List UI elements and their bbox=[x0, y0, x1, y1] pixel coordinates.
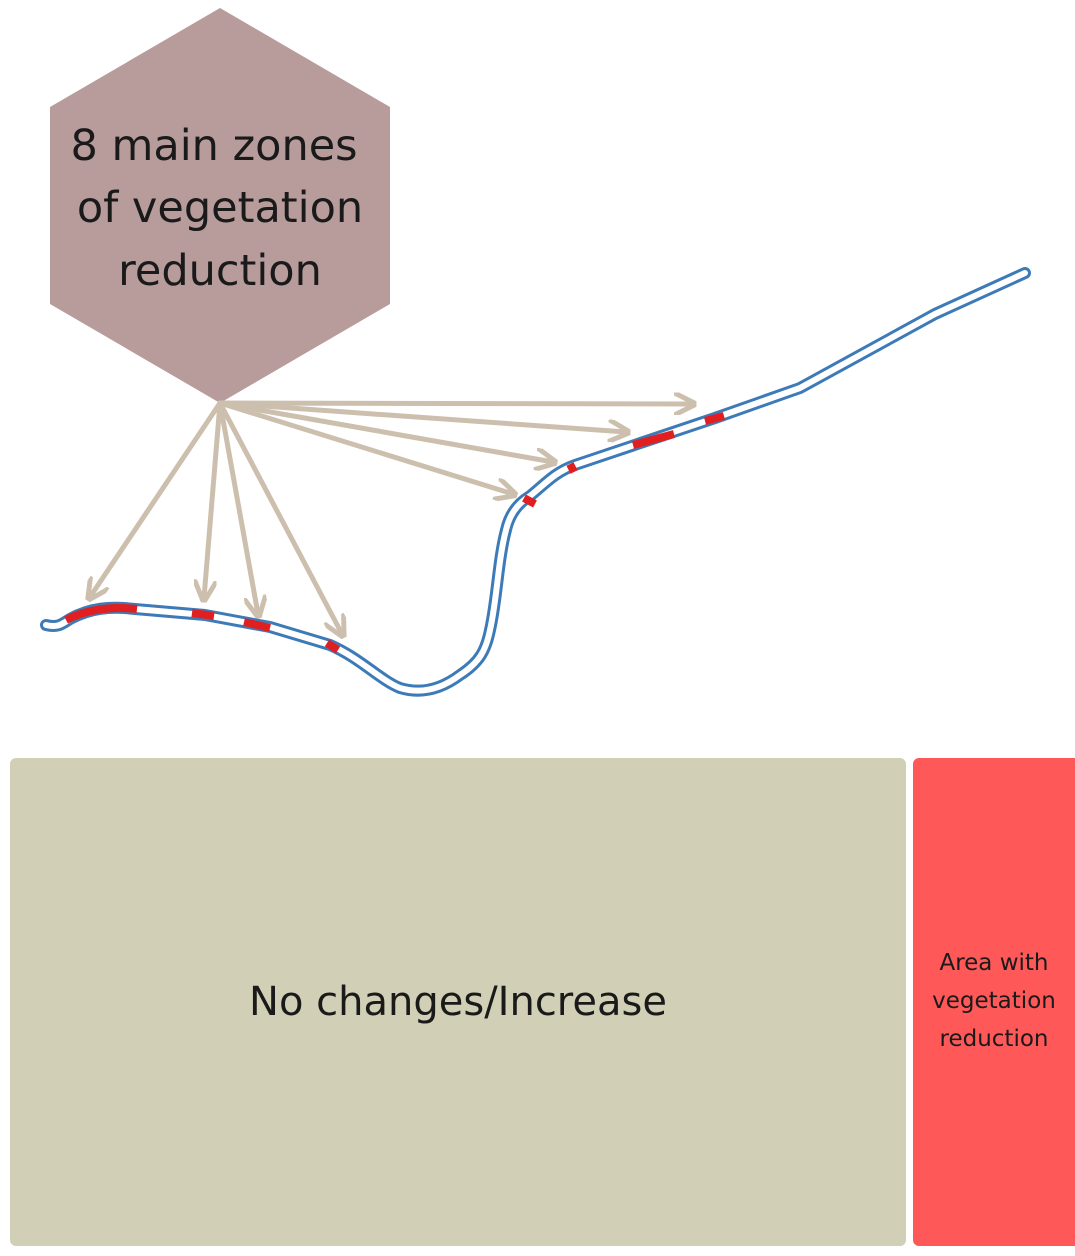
callout-line-2: of vegetation bbox=[77, 183, 363, 233]
legend-reduction-box: Area with vegetation reduction bbox=[913, 758, 1075, 1246]
reduction-zone-3 bbox=[243, 618, 271, 632]
reduction-zone-6 bbox=[566, 462, 578, 474]
arrow-zone-4 bbox=[217, 400, 342, 634]
arrow-zone-3 bbox=[217, 400, 258, 614]
reduction-segments bbox=[64, 412, 726, 654]
vegetation-zones-diagram: 8 main zones of vegetation reduction bbox=[40, 8, 1031, 697]
legend-no-change-label: No changes/Increase bbox=[249, 979, 667, 1025]
arrow-zone-8 bbox=[217, 403, 692, 404]
callout-line-1: 8 main zones bbox=[70, 121, 357, 171]
arrow-zone-2 bbox=[204, 400, 223, 598]
reduction-zone-7 bbox=[631, 430, 676, 449]
callout-hexagon bbox=[50, 8, 390, 403]
arrow-zone-5 bbox=[217, 400, 513, 494]
arrow-zone-7 bbox=[217, 400, 626, 432]
reduction-zone-1 bbox=[64, 604, 138, 624]
legend-reduction-line-2: vegetation bbox=[932, 988, 1056, 1015]
arrow-zone-1 bbox=[90, 400, 223, 597]
reduction-zone-5 bbox=[522, 494, 537, 508]
reduction-zone-2 bbox=[191, 609, 215, 620]
legend-no-change-box: No changes/Increase bbox=[10, 758, 906, 1246]
zone-arrows bbox=[90, 403, 692, 634]
arrow-zone-6 bbox=[217, 400, 553, 462]
reduction-zone-8 bbox=[703, 412, 726, 425]
legend-reduction-line-1: Area with bbox=[939, 950, 1049, 977]
callout-line-3: reduction bbox=[118, 246, 322, 296]
reduction-zone-4 bbox=[324, 639, 341, 654]
legend-reduction-line-3: reduction bbox=[939, 1025, 1049, 1052]
